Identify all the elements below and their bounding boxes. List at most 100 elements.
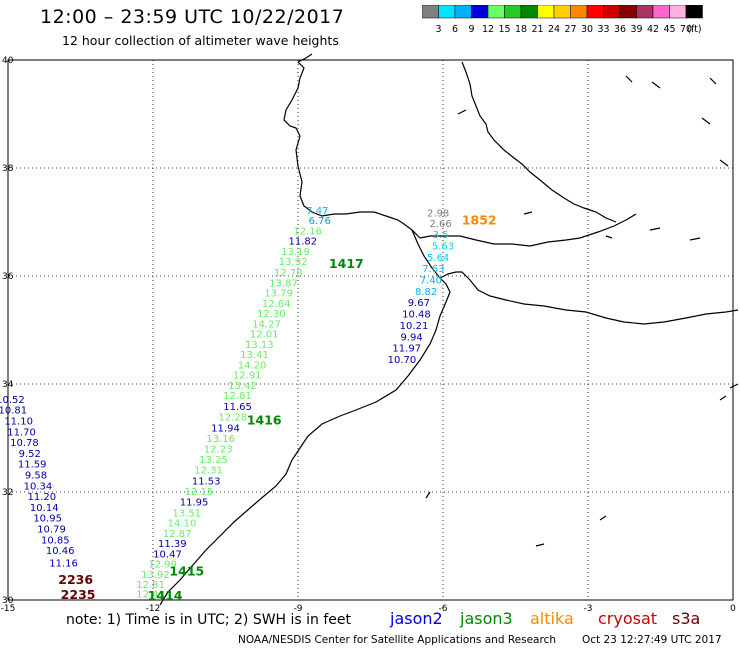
wave-height-value: 11.82 (289, 237, 318, 248)
lat-tick-label: 36 (2, 272, 14, 282)
pass-time-label: 2235 (61, 587, 96, 602)
wave-height-value: 12.64 (262, 299, 291, 310)
wave-height-value: 11.97 (392, 344, 421, 355)
wave-height-value: 11.39 (158, 539, 187, 550)
wave-height-value: 10.47 (153, 549, 182, 560)
footer-credit: NOAA/NESDIS Center for Satellite Applica… (238, 634, 556, 646)
wave-height-value: 2.98 (427, 209, 449, 220)
legend-tick-label: 70 (680, 24, 692, 35)
wave-height-value: 7.47 (306, 206, 328, 217)
satellite-label-jason2: jason2 (390, 609, 443, 628)
coastline-spain-east (461, 61, 617, 223)
wave-height-value: 9.52 (19, 449, 41, 460)
legend-tick-label: 30 (581, 24, 593, 35)
wave-height-value: 14.10 (168, 519, 197, 530)
lat-tick-label: 32 (2, 488, 13, 498)
wave-height-value: 13.92 (141, 570, 170, 581)
wave-height-value: 10.85 (41, 535, 70, 546)
legend-unit: (ft) (687, 24, 701, 35)
wave-height-value: 12.23 (204, 445, 233, 456)
wave-height-value: 10.95 (33, 514, 62, 525)
wave-height-value: 9.67 (408, 298, 430, 309)
wave-height-value: 13.51 (173, 508, 202, 519)
wave-height-value: 13.41 (240, 350, 269, 361)
map-grid (7, 59, 734, 601)
legend-tick-label: 15 (498, 24, 510, 35)
lon-tick-label: -3 (584, 604, 593, 614)
legend-tick-label: 33 (597, 24, 609, 35)
wave-height-value: 2.66 (429, 219, 451, 230)
wave-height-value: 7.40 (420, 276, 442, 287)
track-central: 7.476.7612.1611.8213.1913.9212.7813.8713… (136, 206, 331, 600)
wave-height-value: 11.16 (49, 559, 78, 570)
coastline-spain-south (419, 213, 637, 247)
wave-height-value: 12.91 (233, 371, 262, 382)
wave-height-value: 10.79 (37, 525, 66, 536)
wave-height-value: 12.81 (136, 580, 165, 591)
wave-height-value: 12.31 (194, 466, 223, 477)
wave-height-value: 12.78 (274, 268, 303, 279)
wave-height-value: 5.63 (432, 242, 454, 253)
satellite-label-jason3: jason3 (460, 609, 513, 628)
wave-height-value: 13.16 (206, 434, 235, 445)
wave-height-value: 3.5 (433, 230, 449, 241)
wave-height-value: 13.25 (199, 455, 228, 466)
wave-height-value: 11.59 (18, 460, 47, 471)
wave-height-color-legend: 3 6 9 12 15 18 21 24 27 30 33 36 39 42 45 70(ft) (422, 5, 703, 35)
coastline-morocco-med (439, 271, 739, 325)
wave-height-value: 13.13 (245, 340, 274, 351)
wave-height-value: 10.21 (400, 321, 429, 332)
wave-height-value: 9.94 (400, 332, 422, 343)
wave-height-value: 11.94 (211, 424, 240, 435)
wave-height-value: 10.81 (0, 406, 27, 417)
lat-tick-label: 30 (2, 596, 14, 606)
pass-time-label: 1415 (169, 564, 204, 579)
legend-tick-label: 6 (452, 24, 458, 35)
wave-height-value: 11.10 (4, 417, 33, 428)
wave-height-value: 10.70 (388, 355, 417, 366)
legend-tick-label: 39 (630, 24, 642, 35)
coastline-islands (425, 75, 739, 547)
wave-height-value: 14.20 (238, 360, 267, 371)
lat-tick-label: 38 (2, 164, 14, 174)
coastline-iberia (283, 61, 421, 239)
wave-height-value: 12.15 (185, 487, 214, 498)
wave-height-value: 11.20 (28, 492, 57, 503)
wave-height-value: 13.79 (264, 289, 293, 300)
wave-height-value: 13.19 (281, 247, 310, 258)
wave-height-value: 10.78 (10, 438, 39, 449)
legend-swatch (685, 5, 703, 19)
lat-tick-label: 34 (2, 380, 14, 390)
lon-tick-label: -9 (294, 604, 303, 614)
lon-tick-label: -12 (146, 604, 161, 614)
wave-height-value: 9.58 (25, 471, 47, 482)
legend-tick-label: 18 (515, 24, 527, 35)
satellite-label-cryosat: cryosat (598, 609, 658, 628)
pass-time-label: 1852 (462, 213, 497, 228)
wave-height-value: 13.87 (269, 278, 298, 289)
pass-time-label: 1417 (329, 256, 364, 271)
lon-tick-label: -15 (1, 604, 16, 614)
note-text: note: 1) Time is in UTC; 2) SWH is in fe… (66, 612, 352, 628)
satellite-label-altika: altika (530, 609, 574, 628)
wave-height-value: 11.70 (7, 427, 36, 438)
pass-time-label: 1414 (148, 588, 183, 603)
wave-height-value: 10.14 (30, 503, 59, 514)
wave-height-value: 8.82 (415, 287, 437, 298)
wave-height-value: 12.01 (250, 330, 279, 341)
wave-height-value: 13.42 (228, 381, 257, 392)
wave-height-value: 12.30 (257, 309, 286, 320)
wave-height-value: 7.63 (422, 264, 444, 275)
wave-height-value: 11.65 (223, 402, 252, 413)
wave-height-value: 6.76 (309, 216, 331, 227)
map-frame (7, 59, 734, 601)
wave-height-value: 10.52 (0, 395, 25, 406)
lat-tick-label: 40 (2, 56, 14, 66)
map-title: 12:00 – 23:59 UTC 10/22/2017 (40, 6, 345, 28)
legend-tick-label: 36 (614, 24, 626, 35)
legend-tick-label: 24 (548, 24, 560, 35)
legend-tick-label: 27 (564, 24, 576, 35)
wave-height-value: 12.43 (136, 589, 165, 600)
